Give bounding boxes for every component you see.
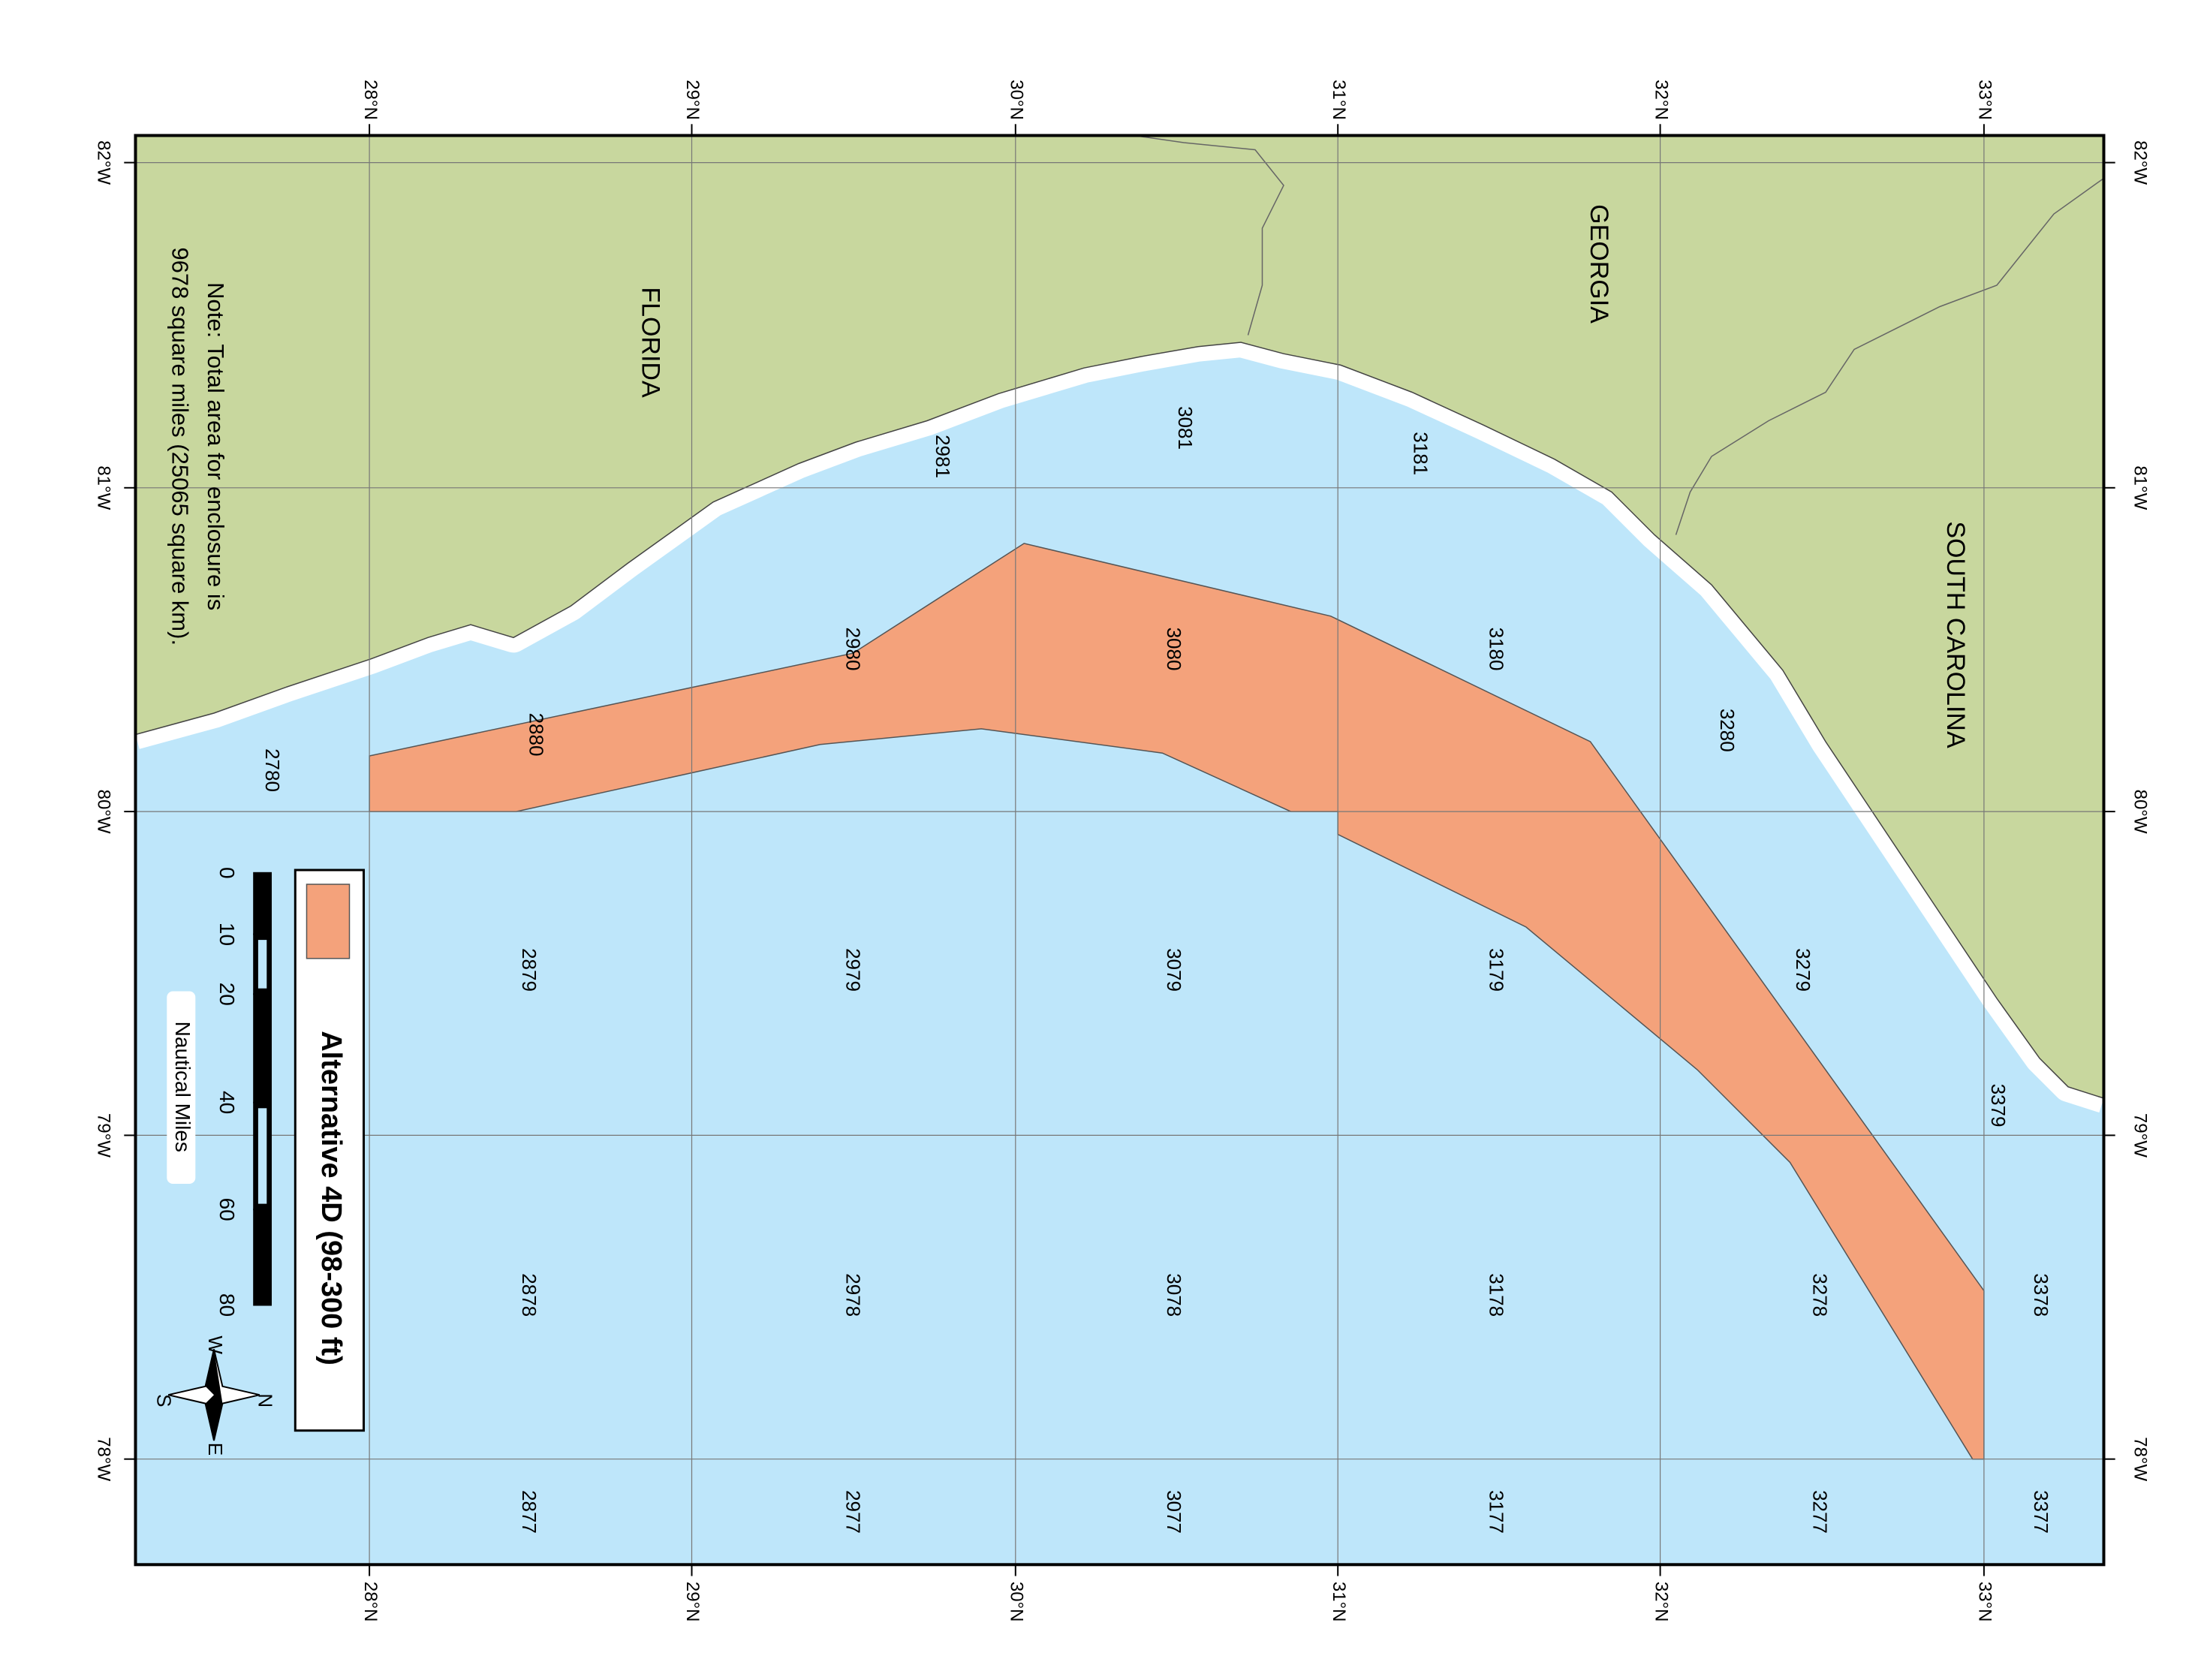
state-boundary — [1134, 134, 1284, 336]
lon-label: 78°W — [2130, 1437, 2151, 1481]
cell-label: 2879 — [518, 948, 540, 992]
lon-label: 82°W — [93, 140, 113, 185]
scale-unit-bg — [167, 991, 196, 1184]
state-label: FLORIDA — [637, 287, 665, 398]
map-frame — [134, 134, 2106, 1567]
cell-label: 2981 — [932, 435, 954, 478]
scale-segment — [257, 940, 267, 989]
alternative-area — [369, 543, 1985, 1460]
cell-label: 2979 — [842, 948, 864, 992]
cell-label: 3279 — [1792, 948, 1814, 992]
legend-title: Alternative 4D (98-300 ft) — [315, 1031, 347, 1365]
lon-label: 79°W — [93, 1113, 113, 1158]
compass-label: S — [153, 1394, 176, 1407]
lon-label: 80°W — [2130, 790, 2151, 834]
compass-label: W — [204, 1335, 227, 1354]
scale-segment — [257, 901, 267, 920]
lat-label: 32°N — [1651, 1582, 1671, 1622]
cell-label: 3379 — [1987, 1084, 2010, 1128]
legend-box — [294, 869, 365, 1432]
legend-swatch — [306, 884, 351, 959]
scale-unit: Nautical Miles — [171, 1022, 194, 1152]
scale-label: 80 — [215, 1293, 239, 1317]
lat-label: 28°N — [360, 1582, 381, 1622]
lat-label: 31°N — [1329, 1582, 1349, 1622]
lat-label: 28°N — [360, 80, 381, 120]
scale-label: 10 — [215, 923, 239, 946]
cell-label: 3080 — [1163, 628, 1185, 671]
lat-label: 30°N — [1006, 80, 1026, 120]
cell-label: 3280 — [1716, 709, 1739, 752]
compass-star — [205, 1349, 223, 1441]
cell-label: 3377 — [2030, 1490, 2052, 1534]
cell-label: 2878 — [518, 1273, 540, 1317]
compass-label: E — [204, 1443, 227, 1456]
cell-label: 3178 — [1485, 1273, 1507, 1317]
lat-label: 30°N — [1006, 1582, 1026, 1622]
lon-label: 80°W — [93, 790, 113, 834]
lat-label: 29°N — [682, 1582, 703, 1622]
lon-label: 81°W — [2130, 465, 2151, 510]
lat-label: 31°N — [1329, 80, 1349, 120]
scale-segment — [257, 1238, 267, 1291]
note-text: 9678 square miles (25065 square km). — [167, 247, 193, 646]
lat-label: 29°N — [682, 80, 703, 120]
cell-label: 3179 — [1485, 948, 1507, 992]
cell-label: 3081 — [1174, 406, 1197, 450]
scale-label: 20 — [215, 983, 239, 1006]
state-label: SOUTH CAROLINA — [1941, 521, 1970, 748]
lon-label: 79°W — [2130, 1113, 2151, 1158]
state-label: GEORGIA — [1585, 204, 1613, 324]
cell-label: 2880 — [525, 713, 548, 757]
lat-label: 32°N — [1651, 80, 1671, 120]
lon-label: 81°W — [93, 465, 113, 510]
cell-label: 3277 — [1809, 1490, 1832, 1534]
lon-label: 82°W — [2130, 140, 2151, 185]
cell-label: 2977 — [842, 1490, 864, 1534]
cell-label: 3177 — [1485, 1490, 1507, 1534]
scale-label: 60 — [215, 1198, 239, 1221]
compass-label: N — [254, 1393, 277, 1408]
state-boundary — [1675, 177, 2104, 535]
cell-label: 2980 — [842, 628, 864, 671]
lon-label: 78°W — [93, 1437, 113, 1481]
cell-label: 3181 — [1410, 432, 1432, 475]
scale-segment — [257, 1022, 267, 1088]
scale-segment — [257, 1108, 267, 1204]
lat-label: 33°N — [1975, 80, 1995, 120]
cell-label: 3378 — [2030, 1273, 2052, 1317]
scale-label: 40 — [215, 1091, 239, 1114]
cell-label: 2978 — [842, 1273, 864, 1317]
lat-label: 33°N — [1975, 1582, 1995, 1622]
cell-label: 3077 — [1163, 1490, 1185, 1534]
cell-label: 3078 — [1163, 1273, 1185, 1317]
land — [134, 134, 2105, 1100]
cell-label: 3079 — [1163, 948, 1185, 992]
cell-label: 2877 — [518, 1490, 540, 1534]
cell-label: 2780 — [261, 748, 284, 792]
scale-label: 0 — [215, 867, 239, 879]
note-text: Note: Total area for enclosure is — [203, 282, 229, 610]
cell-label: 3278 — [1809, 1273, 1832, 1317]
cell-label: 3180 — [1485, 628, 1507, 671]
